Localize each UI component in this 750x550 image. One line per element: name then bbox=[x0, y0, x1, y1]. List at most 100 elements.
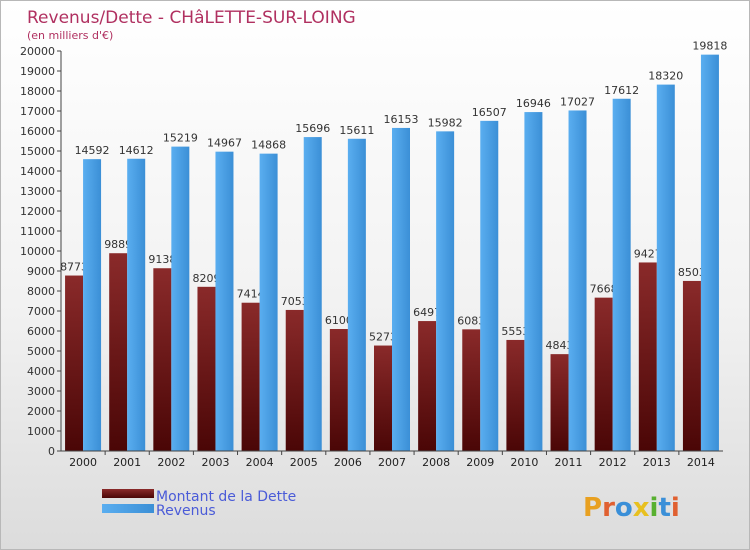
bar-dette bbox=[594, 297, 613, 451]
data-label-dette: 7668 bbox=[590, 283, 618, 296]
y-tick-label: 8000 bbox=[27, 285, 55, 298]
bar-dette bbox=[109, 253, 128, 451]
x-tick-label: 2013 bbox=[643, 456, 671, 469]
data-label-revenus: 15219 bbox=[163, 132, 198, 145]
data-label-revenus: 18320 bbox=[648, 70, 683, 83]
chart-subtitle: (en milliers d'€) bbox=[27, 29, 113, 42]
x-tick-label: 2010 bbox=[510, 456, 538, 469]
bar-revenus bbox=[392, 127, 410, 451]
y-tick-label: 15000 bbox=[20, 145, 55, 158]
y-tick-label: 17000 bbox=[20, 105, 55, 118]
y-tick-label: 7000 bbox=[27, 305, 55, 318]
x-tick-label: 2012 bbox=[599, 456, 627, 469]
data-label-revenus: 17612 bbox=[604, 84, 639, 97]
data-label-dette: 9138 bbox=[148, 253, 176, 266]
y-tick-label: 10000 bbox=[20, 245, 55, 258]
x-tick-label: 2009 bbox=[466, 456, 494, 469]
bar-dette bbox=[197, 286, 216, 451]
data-label-dette: 5273 bbox=[369, 331, 397, 344]
x-tick-label: 2001 bbox=[113, 456, 141, 469]
legend-swatch-dette bbox=[102, 489, 154, 498]
bar-revenus bbox=[215, 151, 234, 451]
legend-label-dette: Montant de la Dette bbox=[156, 489, 296, 505]
y-tick-label: 16000 bbox=[20, 125, 55, 138]
x-tick-label: 2005 bbox=[290, 456, 318, 469]
y-tick-label: 4000 bbox=[27, 365, 55, 378]
x-tick-label: 2014 bbox=[687, 456, 715, 469]
data-label-dette: 6083 bbox=[457, 314, 485, 327]
bar-dette bbox=[550, 354, 569, 451]
data-label-revenus: 15611 bbox=[339, 124, 374, 137]
legend-swatch-revenus bbox=[102, 504, 154, 513]
bar-revenus bbox=[700, 54, 719, 451]
data-label-dette: 8773 bbox=[60, 261, 88, 274]
data-label-dette: 9427 bbox=[634, 247, 662, 260]
y-tick-label: 5000 bbox=[27, 345, 55, 358]
bar-dette bbox=[285, 309, 304, 451]
data-label-revenus: 14967 bbox=[207, 137, 242, 150]
y-tick-label: 1000 bbox=[27, 425, 55, 438]
data-label-revenus: 15982 bbox=[428, 116, 463, 129]
data-label-revenus: 16507 bbox=[472, 106, 507, 119]
y-tick-label: 14000 bbox=[20, 165, 55, 178]
bar-dette bbox=[638, 262, 657, 451]
y-tick-label: 6000 bbox=[27, 325, 55, 338]
data-label-dette: 8503 bbox=[678, 266, 706, 279]
y-tick-label: 2000 bbox=[27, 405, 55, 418]
bar-dette bbox=[241, 302, 260, 451]
bar-revenus bbox=[612, 98, 631, 451]
x-tick-label: 2008 bbox=[422, 456, 450, 469]
y-tick-label: 20000 bbox=[20, 45, 55, 58]
y-tick-label: 19000 bbox=[20, 65, 55, 78]
data-label-revenus: 14612 bbox=[119, 144, 154, 157]
bar-dette bbox=[418, 321, 437, 451]
bar-revenus bbox=[347, 138, 366, 451]
data-label-dette: 7053 bbox=[281, 295, 309, 308]
x-tick-label: 2003 bbox=[201, 456, 229, 469]
bar-dette bbox=[329, 329, 348, 451]
bar-revenus bbox=[656, 84, 675, 451]
proxiti-logo: Proxiti bbox=[583, 493, 680, 523]
bar-dette bbox=[682, 280, 701, 451]
bar-revenus bbox=[303, 137, 322, 451]
bar-dette bbox=[65, 275, 84, 451]
y-tick-label: 12000 bbox=[20, 205, 55, 218]
x-tick-label: 2007 bbox=[378, 456, 406, 469]
x-tick-label: 2002 bbox=[157, 456, 185, 469]
bar-dette bbox=[374, 345, 392, 451]
data-label-dette: 6100 bbox=[325, 314, 353, 327]
bar-revenus bbox=[171, 146, 190, 451]
bar-dette bbox=[153, 268, 172, 451]
x-tick-label: 2000 bbox=[69, 456, 97, 469]
legend-label-revenus: Revenus bbox=[156, 503, 216, 519]
legend-item-dette: Montant de la Dette bbox=[102, 489, 296, 505]
data-label-revenus: 14868 bbox=[251, 139, 286, 152]
y-tick-label: 13000 bbox=[20, 185, 55, 198]
data-label-revenus: 14592 bbox=[75, 144, 110, 157]
bar-revenus bbox=[127, 158, 146, 451]
y-tick-label: 11000 bbox=[20, 225, 55, 238]
data-label-revenus: 16946 bbox=[516, 97, 551, 110]
chart-title: Revenus/Dette - CHâLETTE-SUR-LOING bbox=[27, 8, 356, 28]
data-label-dette: 9889 bbox=[104, 238, 132, 251]
bar-revenus bbox=[436, 131, 455, 452]
data-label-revenus: 19818 bbox=[692, 40, 727, 53]
bars: 8773 14592 9889 14612 9138 15219 8209 14967 7414… bbox=[60, 40, 727, 452]
y-axis: 0 1000 2000 3000 4000 5000 6000 7000 8000 9000 100… bbox=[20, 45, 62, 458]
bar-revenus bbox=[568, 110, 587, 452]
legend: Montant de la Dette Revenus bbox=[102, 489, 296, 519]
bar-dette bbox=[462, 329, 481, 451]
legend-item-revenus: Revenus bbox=[102, 503, 216, 519]
y-tick-label: 3000 bbox=[27, 385, 55, 398]
bar-revenus bbox=[259, 153, 278, 451]
data-label-dette: 8209 bbox=[192, 272, 220, 285]
y-tick-label: 0 bbox=[48, 445, 55, 458]
data-label-dette: 5553 bbox=[501, 325, 529, 338]
bar-revenus bbox=[83, 159, 102, 451]
bar-dette bbox=[506, 339, 525, 451]
data-label-revenus: 16153 bbox=[384, 113, 419, 126]
x-tick-label: 2004 bbox=[246, 456, 274, 469]
bar-revenus bbox=[480, 120, 499, 452]
